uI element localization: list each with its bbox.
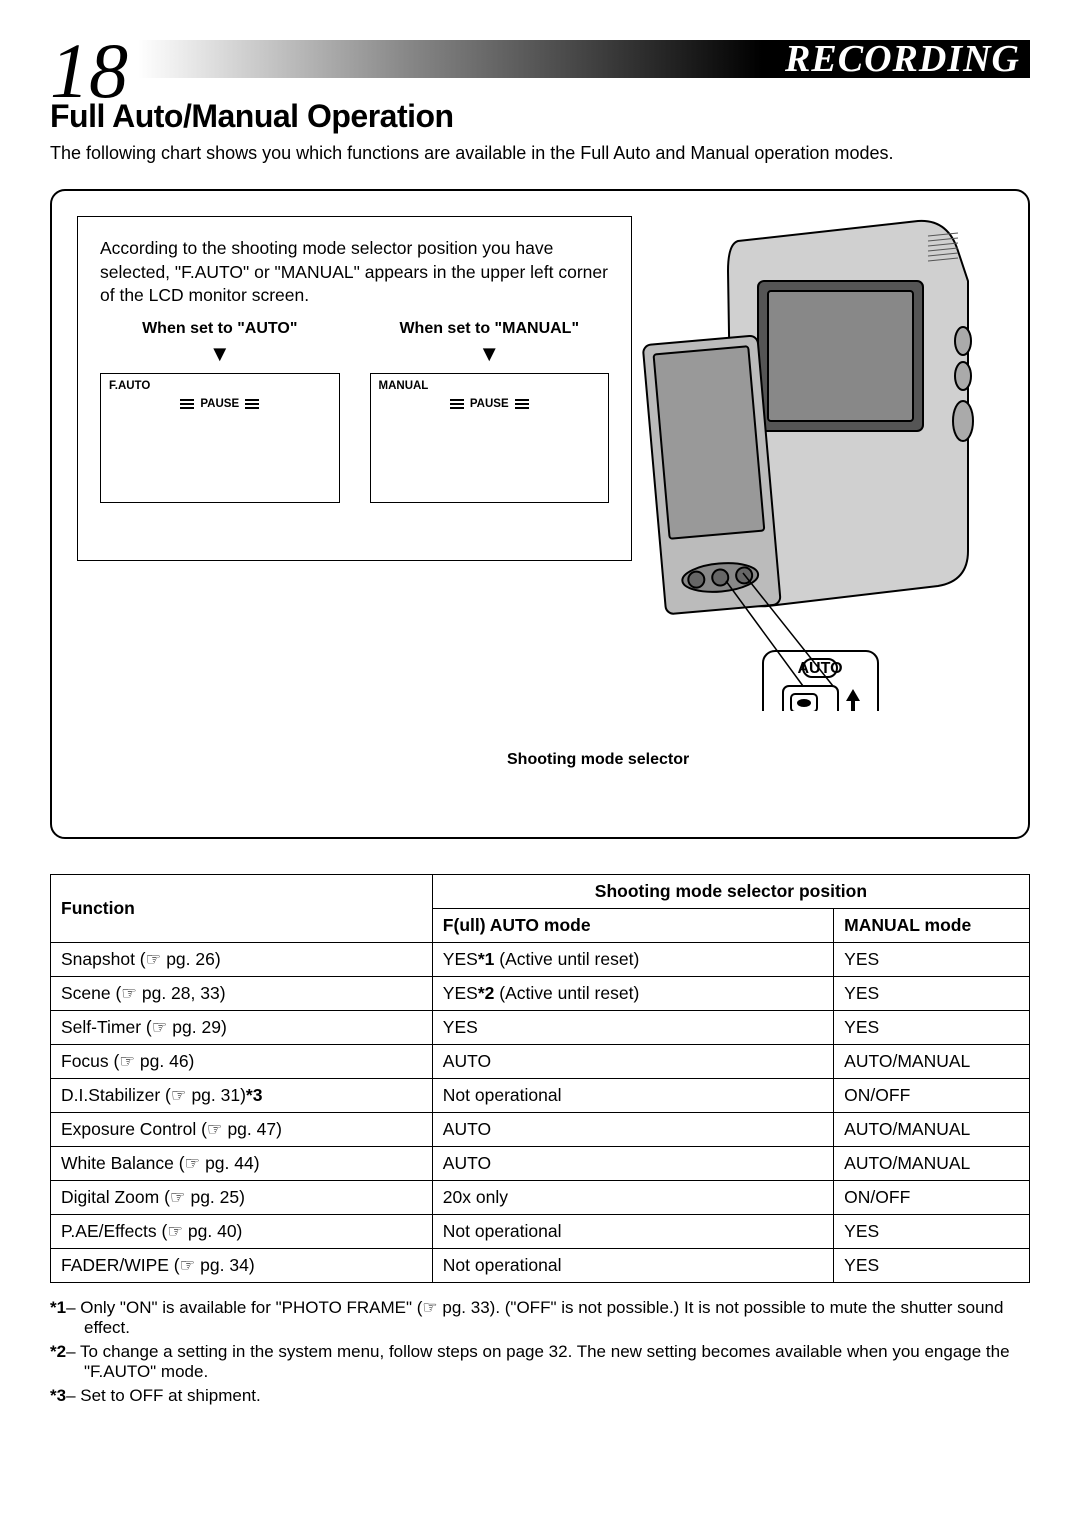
manual-indicator: MANUAL [379, 380, 601, 392]
table-row: Focus (☞ pg. 46)AUTOAUTO/MANUAL [51, 1045, 1030, 1079]
manual-cell: YES [834, 1011, 1030, 1045]
auto-cell: Not operational [432, 1215, 833, 1249]
auto-cell: YES*2 (Active until reset) [432, 977, 833, 1011]
function-cell: Exposure Control (☞ pg. 47) [51, 1113, 433, 1147]
note-2: *2– To change a setting in the system me… [50, 1342, 1030, 1382]
auto-cell: Not operational [432, 1079, 833, 1113]
auto-cell: AUTO [432, 1147, 833, 1181]
function-cell: Digital Zoom (☞ pg. 25) [51, 1181, 433, 1215]
auto-cell: AUTO [432, 1113, 833, 1147]
auto-lcd-screen: F.AUTO PAUSE [100, 373, 340, 503]
table-row: FADER/WIPE (☞ pg. 34)Not operationalYES [51, 1249, 1030, 1283]
auto-cell: YES*1 (Active until reset) [432, 943, 833, 977]
auto-cell: AUTO [432, 1045, 833, 1079]
table-row: D.I.Stabilizer (☞ pg. 31)*3Not operation… [51, 1079, 1030, 1113]
functions-table: Function Shooting mode selector position… [50, 874, 1030, 1283]
manual-cell: YES [834, 977, 1030, 1011]
auto-column: When set to "AUTO" ▼ F.AUTO PAUSE [100, 320, 340, 503]
function-cell: D.I.Stabilizer (☞ pg. 31)*3 [51, 1079, 433, 1113]
camera-illustration: AUTO MANUAL [608, 211, 998, 711]
manual-cell: AUTO/MANUAL [834, 1045, 1030, 1079]
bars-icon [180, 399, 194, 409]
auto-header: F(ull) AUTO mode [432, 909, 833, 943]
pause-indicator: PAUSE [379, 398, 601, 410]
manual-cell: ON/OFF [834, 1181, 1030, 1215]
selector-label: Shooting mode selector [507, 751, 689, 769]
manual-cell: YES [834, 1249, 1030, 1283]
page-number: 18 [50, 40, 128, 102]
description-text: According to the shooting mode selector … [100, 237, 609, 308]
table-row: Self-Timer (☞ pg. 29)YESYES [51, 1011, 1030, 1045]
function-cell: Snapshot (☞ pg. 26) [51, 943, 433, 977]
function-cell: Self-Timer (☞ pg. 29) [51, 1011, 433, 1045]
function-header: Function [51, 875, 433, 943]
manual-cell: AUTO/MANUAL [834, 1113, 1030, 1147]
manual-cell: ON/OFF [834, 1079, 1030, 1113]
section-bar: RECORDING [138, 40, 1030, 78]
auto-cell: 20x only [432, 1181, 833, 1215]
note-1: *1– Only "ON" is available for "PHOTO FR… [50, 1298, 1030, 1338]
bars-icon [245, 399, 259, 409]
table-row: Digital Zoom (☞ pg. 25)20x onlyON/OFF [51, 1181, 1030, 1215]
fauto-indicator: F.AUTO [109, 380, 331, 392]
illustration-box: According to the shooting mode selector … [50, 189, 1030, 839]
bars-icon [450, 399, 464, 409]
auto-cell: Not operational [432, 1249, 833, 1283]
page-header: 18 RECORDING [50, 40, 1030, 110]
auto-label: When set to "AUTO" [100, 320, 340, 338]
table-row: P.AE/Effects (☞ pg. 40)Not operationalYE… [51, 1215, 1030, 1249]
lcd-description-box: According to the shooting mode selector … [77, 216, 632, 561]
function-cell: FADER/WIPE (☞ pg. 34) [51, 1249, 433, 1283]
bars-icon [515, 399, 529, 409]
mode-header: Shooting mode selector position [432, 875, 1029, 909]
intro-text: The following chart shows you which func… [50, 143, 1030, 164]
manual-cell: YES [834, 943, 1030, 977]
pause-indicator: PAUSE [109, 398, 331, 410]
footnotes: *1– Only "ON" is available for "PHOTO FR… [50, 1298, 1030, 1406]
function-cell: Focus (☞ pg. 46) [51, 1045, 433, 1079]
section-title: RECORDING [785, 37, 1020, 81]
manual-lcd-screen: MANUAL PAUSE [370, 373, 610, 503]
manual-header: MANUAL mode [834, 909, 1030, 943]
manual-column: When set to "MANUAL" ▼ MANUAL PAUSE [370, 320, 610, 503]
table-row: Scene (☞ pg. 28, 33)YES*2 (Active until … [51, 977, 1030, 1011]
function-cell: White Balance (☞ pg. 44) [51, 1147, 433, 1181]
function-cell: Scene (☞ pg. 28, 33) [51, 977, 433, 1011]
auto-cell: YES [432, 1011, 833, 1045]
manual-cell: YES [834, 1215, 1030, 1249]
table-row: White Balance (☞ pg. 44)AUTOAUTO/MANUAL [51, 1147, 1030, 1181]
down-arrow-icon: ▼ [370, 343, 610, 365]
manual-cell: AUTO/MANUAL [834, 1147, 1030, 1181]
down-arrow-icon: ▼ [100, 343, 340, 365]
table-row: Snapshot (☞ pg. 26)YES*1 (Active until r… [51, 943, 1030, 977]
function-cell: P.AE/Effects (☞ pg. 40) [51, 1215, 433, 1249]
manual-label: When set to "MANUAL" [370, 320, 610, 338]
note-3: *3– Set to OFF at shipment. [50, 1386, 1030, 1406]
table-row: Exposure Control (☞ pg. 47)AUTOAUTO/MANU… [51, 1113, 1030, 1147]
